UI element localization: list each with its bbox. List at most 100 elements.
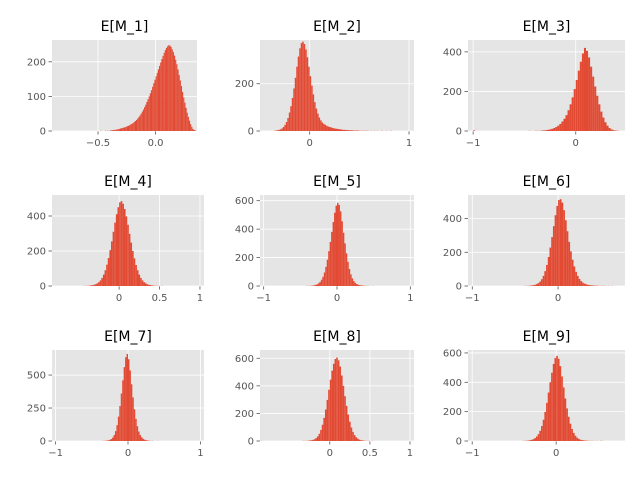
histogram-bar [336,357,338,441]
histogram-bar [111,241,113,286]
histogram-bar [320,279,323,286]
histogram-bar [98,282,100,286]
histogram-bar [115,214,118,286]
y-tick-label: 0 [248,282,254,293]
histogram-bar [146,440,149,441]
histogram-bar [112,231,115,286]
histogram-bar [540,279,543,286]
histogram-panel-1: −0.5 0.0 0 100 200 E[M_1] [27,19,197,149]
histogram-bar [351,130,353,131]
histogram-bar [612,130,615,131]
y-tick-label: 250 [27,404,46,415]
histogram-bar [102,274,105,286]
histogram-bar [557,358,560,441]
histogram-bar [118,128,120,131]
histogram-bar [341,221,343,286]
histogram-bar [321,122,324,131]
histogram-bar [561,202,564,286]
histogram-bar [539,281,541,286]
histogram-bar [176,64,178,131]
histogram-bar [322,276,324,286]
histogram-bar [165,47,168,131]
histogram-bar [594,86,597,131]
histogram-bar [347,261,349,286]
histogram-bar [155,76,157,131]
histogram-bar [140,113,142,131]
histogram-bar [323,123,325,131]
histogram-bar [345,130,347,131]
histogram-bar [567,416,570,441]
histogram-bar [351,278,354,286]
histogram-bar [127,125,130,131]
x-tick-label: 1 [197,448,203,459]
histogram-bar [188,120,191,131]
histogram-bar [326,125,328,131]
histogram-bar [544,271,547,286]
histogram-bar [161,59,163,131]
histogram-bar [552,226,555,286]
histogram-bar [137,118,139,131]
histogram-bar [587,284,589,286]
histogram-bar [116,129,118,131]
histogram-bar [287,118,289,131]
histogram-bar [319,281,321,286]
histogram-bar [537,434,540,441]
histogram-bar [111,130,113,131]
histogram-bar [554,215,557,286]
histogram-bar [142,109,145,131]
histogram-bar [357,284,359,286]
histogram-bar [324,409,327,441]
histogram-bar [559,366,562,441]
histogram-bar [559,199,562,286]
histogram-bar [279,129,282,131]
histogram-bar [122,380,124,441]
histogram-bar [318,433,321,441]
histogram-bar [340,129,343,131]
histogram-bar [143,282,145,286]
histogram-bar [120,393,123,441]
histogram-bar [91,285,94,286]
histogram-bar [141,437,143,441]
histogram-bar [571,97,574,131]
histogram-bar [171,49,173,131]
y-tick-label: 0 [456,127,462,138]
histogram-bar [576,275,579,286]
histogram-bar [343,129,346,131]
histogram-bar [339,366,342,441]
histogram-bar [549,129,552,131]
histogram-bar [534,284,536,286]
histogram-bar [315,284,317,286]
histogram-bar [183,97,185,131]
histogram-bar [558,200,560,286]
y-tick-label: 0 [40,437,46,448]
histogram-bar [309,76,312,131]
histogram-bar [335,128,337,131]
histogram-bar [123,127,125,131]
x-tick-label: 0 [555,293,561,304]
histogram-bar [316,436,319,441]
histogram-bar [544,411,547,441]
histogram-bar [544,130,548,131]
x-tick-label: 0 [553,448,559,459]
histogram-bar [355,437,358,441]
histogram-bar [130,242,133,286]
histogram-bar [154,79,156,131]
panel-title: E[M_2] [313,19,361,35]
histogram-bar [130,384,133,441]
y-tick-label: 0 [40,282,46,293]
histogram-bar [99,280,102,286]
histogram-bar [128,233,131,286]
histogram-bar [600,111,603,131]
histogram-bar [138,117,140,131]
histogram-bar [303,44,306,131]
histogram-bar [586,50,589,132]
histogram-bar [549,382,552,441]
histogram-bar [144,107,146,131]
histogram-bar [596,95,599,131]
histogram-bar [539,430,542,441]
histogram-bar [331,231,333,286]
histogram-bar [193,129,195,131]
histogram-bar [164,50,166,131]
histogram-bar [346,130,349,131]
histogram-bar [288,112,291,131]
